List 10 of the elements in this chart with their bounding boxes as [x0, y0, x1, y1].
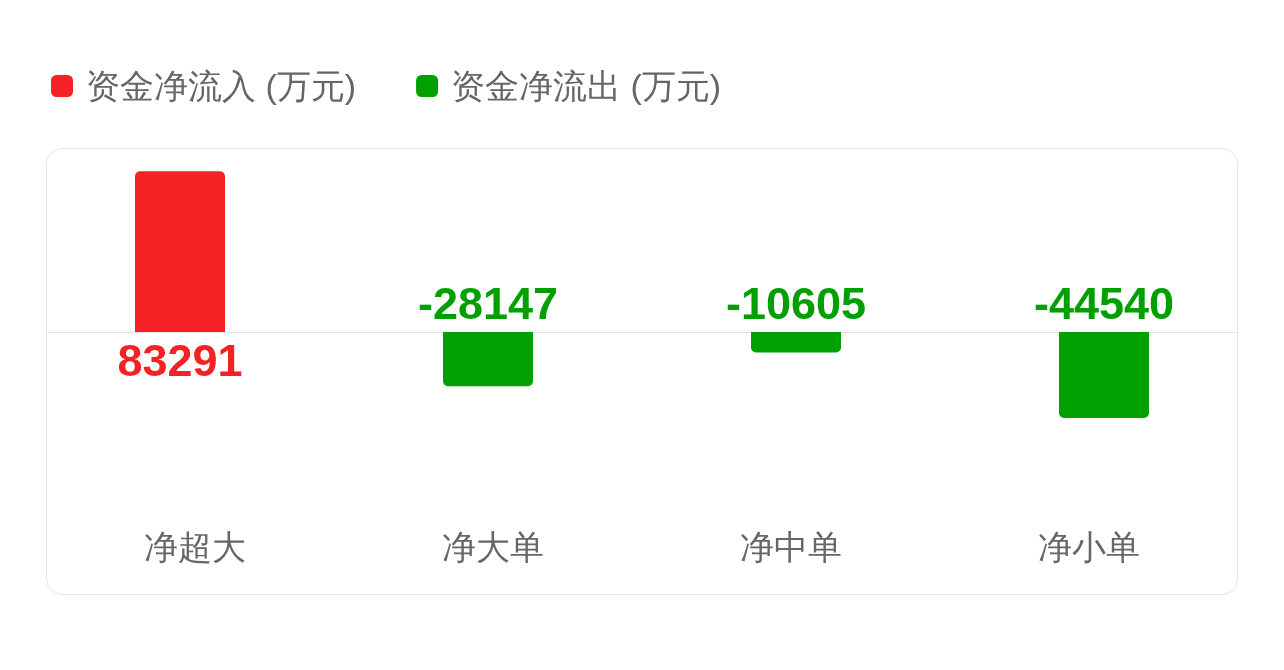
data-label: -44540 [1033, 278, 1175, 329]
x-tick-label: 净小单 [1038, 528, 1140, 566]
x-tick-label: 净超大 [144, 528, 246, 566]
x-tick-label: 净大单 [442, 528, 544, 566]
x-tick-label: 净中单 [740, 528, 842, 566]
data-label: -10605 [725, 278, 867, 329]
legend-label: 资金净流出 (万元) [451, 67, 722, 105]
legend-label: 资金净流入 (万元) [86, 67, 357, 105]
data-label: 83291 [117, 335, 243, 386]
data-label: -28147 [417, 278, 559, 329]
